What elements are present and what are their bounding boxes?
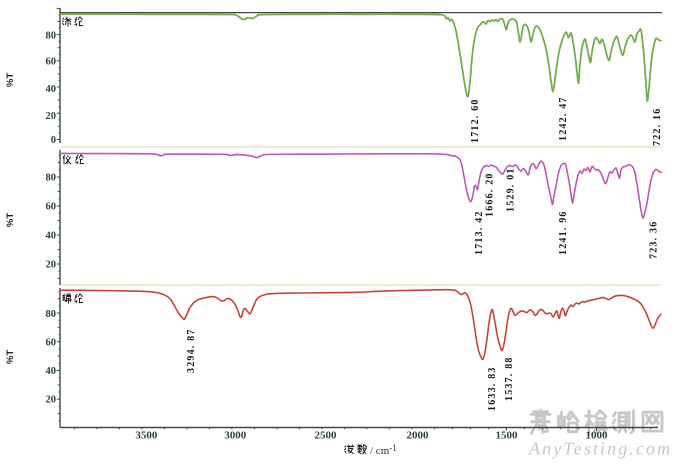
svg-text:%T: %T — [5, 350, 16, 364]
svg-text:1241. 96: 1241. 96 — [558, 210, 569, 255]
svg-text:60: 60 — [46, 202, 57, 213]
svg-text:AnyTesting.com: AnyTesting.com — [528, 439, 672, 459]
svg-text:3294. 87: 3294. 87 — [186, 328, 197, 373]
svg-text:60: 60 — [46, 338, 57, 349]
svg-text:%T: %T — [5, 73, 16, 87]
svg-text:80: 80 — [46, 30, 57, 41]
svg-text:2000: 2000 — [407, 430, 430, 442]
svg-text:1633. 83: 1633. 83 — [487, 366, 498, 411]
svg-text:3000: 3000 — [224, 430, 247, 442]
svg-text:%T: %T — [5, 213, 16, 227]
svg-text:80: 80 — [46, 173, 57, 184]
svg-text:40: 40 — [46, 366, 57, 377]
svg-text:1537. 88: 1537. 88 — [504, 356, 515, 401]
svg-text:723. 36: 723. 36 — [648, 221, 659, 259]
svg-text:20: 20 — [46, 111, 57, 122]
svg-text:20: 20 — [46, 395, 57, 406]
svg-text:1000: 1000 — [586, 430, 609, 442]
svg-text:2500: 2500 — [315, 430, 338, 442]
svg-text:80: 80 — [46, 309, 57, 320]
svg-text:1529. 01: 1529. 01 — [505, 167, 516, 212]
svg-text:1713. 42: 1713. 42 — [474, 210, 485, 255]
svg-text:40: 40 — [46, 84, 57, 95]
svg-text:1500: 1500 — [496, 430, 519, 442]
svg-text:60: 60 — [46, 57, 57, 68]
svg-text:1712. 60: 1712. 60 — [470, 98, 481, 143]
svg-text:722. 16: 722. 16 — [652, 108, 663, 146]
svg-text:20: 20 — [46, 260, 57, 271]
svg-text:1242. 47: 1242. 47 — [558, 96, 569, 141]
svg-text:1666. 20: 1666. 20 — [484, 172, 495, 217]
svg-text:40: 40 — [46, 231, 57, 242]
svg-text:0: 0 — [51, 135, 56, 146]
svg-text:3500: 3500 — [135, 430, 158, 442]
